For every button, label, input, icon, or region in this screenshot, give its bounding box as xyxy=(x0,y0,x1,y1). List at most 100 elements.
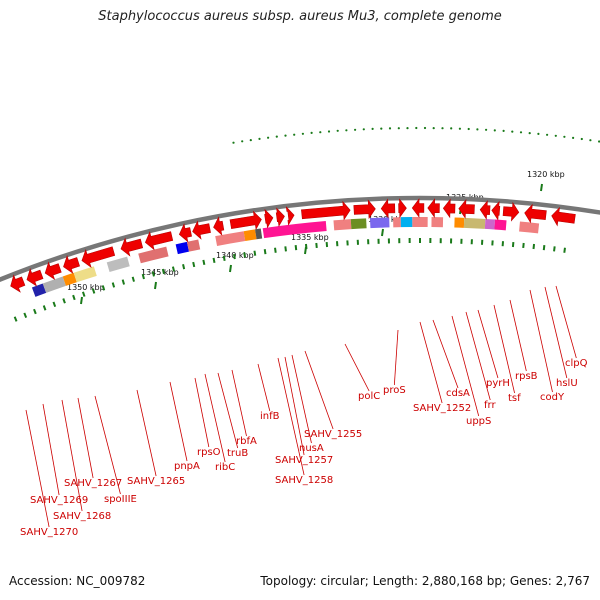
gene-label: nusA xyxy=(299,443,324,454)
minor-tick xyxy=(42,305,47,311)
gene-arrow xyxy=(380,198,396,219)
gene-label: spoIIIE xyxy=(104,494,137,505)
scale-dot xyxy=(493,129,496,132)
scale-dot xyxy=(502,129,505,132)
minor-tick xyxy=(111,282,116,288)
gene-arrow xyxy=(275,207,285,227)
minor-tick xyxy=(304,243,308,250)
minor-tick xyxy=(141,273,145,280)
feature-band xyxy=(454,217,465,228)
gene-arrow xyxy=(229,210,262,231)
scale-tick xyxy=(381,228,384,237)
scale-dot xyxy=(301,132,304,135)
minor-tick xyxy=(263,249,267,255)
scale-dot xyxy=(537,132,540,135)
gene-label: SAHV_1257 xyxy=(275,455,333,466)
gene-label: clpQ xyxy=(565,358,588,369)
gene-arrow xyxy=(353,199,376,220)
lower-ticks xyxy=(13,238,566,322)
leader-line xyxy=(529,289,553,393)
gene-label: SAHV_1255 xyxy=(304,429,362,440)
gene-label: cdsA xyxy=(446,388,470,399)
leader-line xyxy=(555,285,577,359)
scale-dot xyxy=(519,131,523,134)
scale-tick xyxy=(154,281,157,290)
leader-line xyxy=(257,363,271,412)
gene-label: ribC xyxy=(215,462,235,473)
scale-tick-label: 1345 kbp xyxy=(141,268,179,277)
minor-tick xyxy=(13,316,18,322)
minor-tick xyxy=(121,279,126,285)
backbone xyxy=(0,195,600,283)
gene-label: truB xyxy=(227,448,248,459)
scale-dot xyxy=(467,127,470,131)
leader-line xyxy=(509,299,527,372)
scale-dot xyxy=(554,134,557,137)
gene-arrow xyxy=(81,246,116,268)
gene-label: SAHV_1270 xyxy=(20,527,78,538)
scale-dot xyxy=(310,131,313,134)
leader-line xyxy=(344,343,370,392)
minor-tick xyxy=(243,252,247,258)
gene-label: codY xyxy=(540,392,565,403)
leader-line xyxy=(432,319,459,389)
minor-tick xyxy=(52,301,57,308)
leader-line xyxy=(477,309,499,379)
minor-tick xyxy=(182,264,186,270)
gene-label: uppS xyxy=(466,416,491,427)
scale-dot xyxy=(249,139,252,142)
leader-line xyxy=(136,389,157,477)
gene-arrow xyxy=(491,200,501,221)
leader-line xyxy=(493,304,515,394)
minor-tick xyxy=(151,271,155,277)
gene-label: infB xyxy=(260,411,280,422)
leader-line xyxy=(304,350,334,430)
leader-line xyxy=(204,373,226,463)
gene-label: rpsO xyxy=(197,447,221,458)
feature-band xyxy=(255,228,263,240)
scale-dot xyxy=(284,134,287,137)
scale-dot xyxy=(336,129,339,132)
leader-line xyxy=(277,357,305,476)
leader-line xyxy=(451,315,480,417)
feature-band xyxy=(333,219,352,231)
feature-band xyxy=(484,218,496,230)
scale-dots xyxy=(232,126,600,144)
scale-tick-label: 1320 kbp xyxy=(527,170,565,179)
minor-tick xyxy=(222,255,226,262)
minor-tick xyxy=(553,246,556,252)
scale-dot xyxy=(380,127,383,130)
feature-band xyxy=(186,239,201,252)
leader-line xyxy=(393,329,399,386)
gene-arrow xyxy=(10,274,26,293)
scale-dot xyxy=(476,128,479,131)
gene-label: frr xyxy=(484,400,496,411)
feature-band xyxy=(138,246,169,264)
gene-arrow xyxy=(479,200,491,220)
scale-dot xyxy=(232,141,235,144)
scale-dot xyxy=(415,126,418,130)
scale-dot xyxy=(267,136,270,139)
feature-band xyxy=(369,217,390,229)
gene-arrow xyxy=(502,201,520,222)
scale-dot xyxy=(528,132,531,135)
gene-arrow xyxy=(120,237,144,257)
minor-tick xyxy=(232,253,236,260)
gene-label: hslU xyxy=(556,378,578,389)
feature-band xyxy=(31,283,47,297)
gene-arrow xyxy=(285,206,295,226)
feature-band xyxy=(463,217,486,229)
minor-tick xyxy=(253,250,257,256)
gene-label: rbfA xyxy=(236,436,257,447)
feature-band xyxy=(519,221,540,234)
gene-arrow xyxy=(44,261,62,281)
gene-arrow xyxy=(63,255,80,274)
minor-tick xyxy=(101,285,106,291)
scale-dot xyxy=(275,135,278,138)
minor-tick xyxy=(294,245,298,251)
scale-dot xyxy=(432,127,435,130)
gene-arrow xyxy=(551,206,576,227)
minor-tick xyxy=(82,291,86,297)
